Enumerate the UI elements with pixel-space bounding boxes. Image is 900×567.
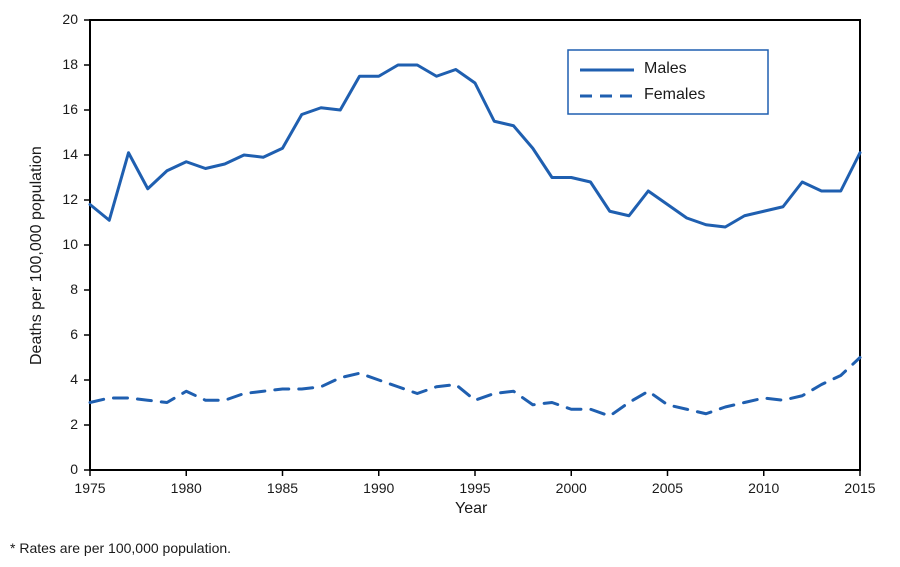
series-line-females: [90, 358, 860, 417]
x-tick-label: 1985: [263, 480, 303, 496]
x-axis-label: Year: [455, 500, 487, 518]
y-tick-label: 12: [48, 191, 78, 207]
y-tick-label: 2: [48, 416, 78, 432]
legend-label-males: Males: [644, 60, 687, 78]
x-tick-label: 2000: [551, 480, 591, 496]
x-tick-label: 2015: [840, 480, 880, 496]
y-tick-label: 4: [48, 371, 78, 387]
footnote: * Rates are per 100,000 population.: [10, 540, 231, 556]
y-tick-label: 10: [48, 236, 78, 252]
chart-container: 0 2 4 6 8 10 12 14 16 18 20 1975 1980 1985 1990 1995 200…: [0, 0, 900, 567]
y-tick-label: 18: [48, 56, 78, 72]
y-tick-label: 0: [48, 461, 78, 477]
x-tick-label: 2010: [744, 480, 784, 496]
y-tick-label: 16: [48, 101, 78, 117]
y-axis-label: Deaths per 100,000 population: [28, 146, 46, 365]
x-tick-label: 1990: [359, 480, 399, 496]
x-tick-label: 1975: [70, 480, 110, 496]
y-tick-label: 20: [48, 11, 78, 27]
x-tick-label: 1980: [166, 480, 206, 496]
y-tick-label: 6: [48, 326, 78, 342]
legend-label-females: Females: [644, 86, 705, 104]
x-tick-label: 1995: [455, 480, 495, 496]
series-line-males: [90, 65, 860, 227]
y-tick-label: 14: [48, 146, 78, 162]
y-tick-label: 8: [48, 281, 78, 297]
x-tick-label: 2005: [648, 480, 688, 496]
